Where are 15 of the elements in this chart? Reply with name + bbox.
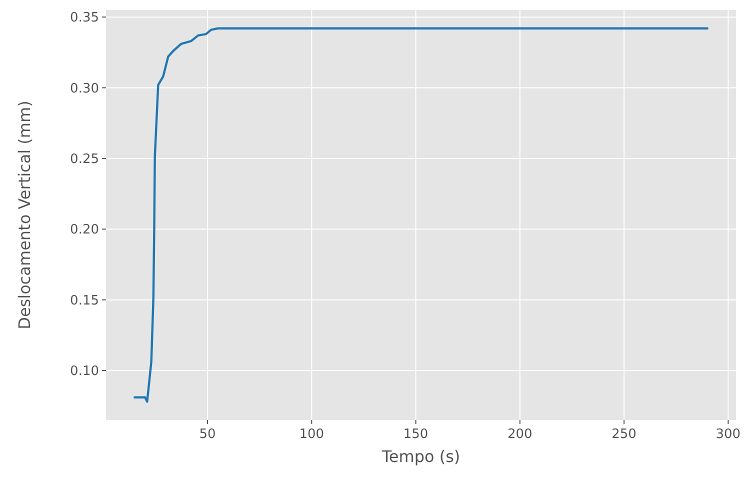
line-series: [134, 27, 708, 403]
y-tick-label: 0.20: [70, 222, 99, 238]
x-tick-label: 250: [612, 427, 636, 442]
y-tick-label: 0.35: [70, 10, 99, 26]
y-tick-label: 0.25: [70, 152, 99, 167]
y-tick-label: 0.30: [70, 81, 99, 96]
x-axis-title: Tempo (s): [380, 447, 460, 466]
x-tick-label: 200: [508, 427, 532, 442]
x-tick-label: 150: [403, 427, 428, 442]
y-axis-title: Deslocamento Vertical (mm): [15, 100, 34, 330]
x-tick-label: 300: [716, 427, 741, 442]
y-tick-label: 0.15: [70, 293, 99, 308]
x-tick-label: 50: [199, 427, 216, 442]
y-tick-label: 0.10: [70, 364, 99, 380]
x-tick-label: 100: [299, 427, 324, 442]
